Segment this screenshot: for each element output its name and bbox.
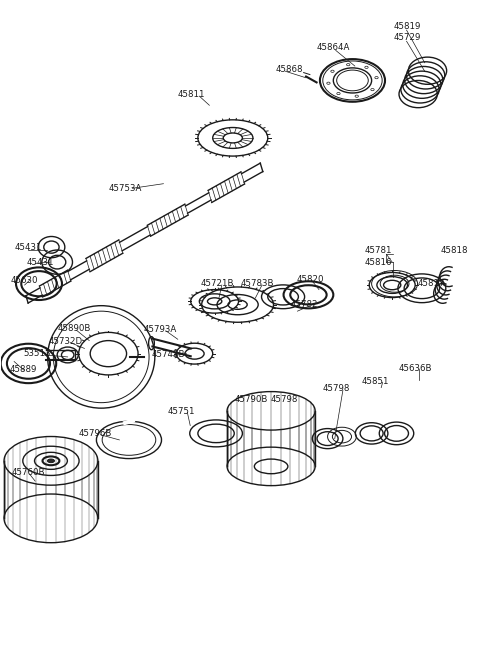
Ellipse shape (48, 459, 54, 462)
Text: 45783B: 45783B (241, 279, 275, 288)
Text: 45851: 45851 (362, 377, 390, 386)
Text: 45796B: 45796B (78, 429, 112, 438)
Text: 45818: 45818 (441, 246, 468, 255)
Text: 45889: 45889 (9, 365, 36, 374)
Ellipse shape (375, 77, 378, 79)
Text: 45782: 45782 (290, 300, 318, 309)
Text: 45781: 45781 (364, 246, 392, 255)
Text: 45819: 45819 (393, 22, 420, 31)
Text: 45753A: 45753A (108, 184, 142, 193)
Text: 45431: 45431 (15, 243, 43, 252)
Text: 45817: 45817 (417, 279, 444, 288)
Text: 45798: 45798 (270, 395, 298, 404)
Text: 45816: 45816 (364, 257, 392, 267)
Text: 45811: 45811 (178, 90, 205, 99)
Text: 45864A: 45864A (317, 43, 350, 52)
Text: 45630: 45630 (10, 276, 38, 285)
Ellipse shape (355, 95, 359, 98)
Text: 45729: 45729 (393, 33, 420, 43)
Text: 45751: 45751 (167, 407, 195, 416)
Text: 53513: 53513 (24, 349, 51, 358)
Text: 45743B: 45743B (152, 350, 185, 359)
Text: 45721B: 45721B (201, 279, 234, 288)
Ellipse shape (347, 64, 350, 66)
Ellipse shape (371, 88, 374, 90)
Text: 45868: 45868 (276, 65, 303, 74)
Ellipse shape (365, 66, 368, 68)
Text: 45793A: 45793A (144, 325, 177, 334)
Text: 45431: 45431 (27, 257, 55, 267)
Text: 45890B: 45890B (57, 324, 91, 333)
Text: 45790B: 45790B (234, 395, 268, 404)
Text: 45760B: 45760B (11, 468, 45, 477)
Text: 45798: 45798 (323, 384, 350, 394)
Text: 45732D: 45732D (48, 337, 83, 346)
Text: 45820: 45820 (297, 274, 324, 284)
Ellipse shape (327, 82, 330, 84)
Text: 45636B: 45636B (399, 364, 432, 373)
Ellipse shape (331, 70, 334, 72)
Ellipse shape (337, 92, 340, 94)
